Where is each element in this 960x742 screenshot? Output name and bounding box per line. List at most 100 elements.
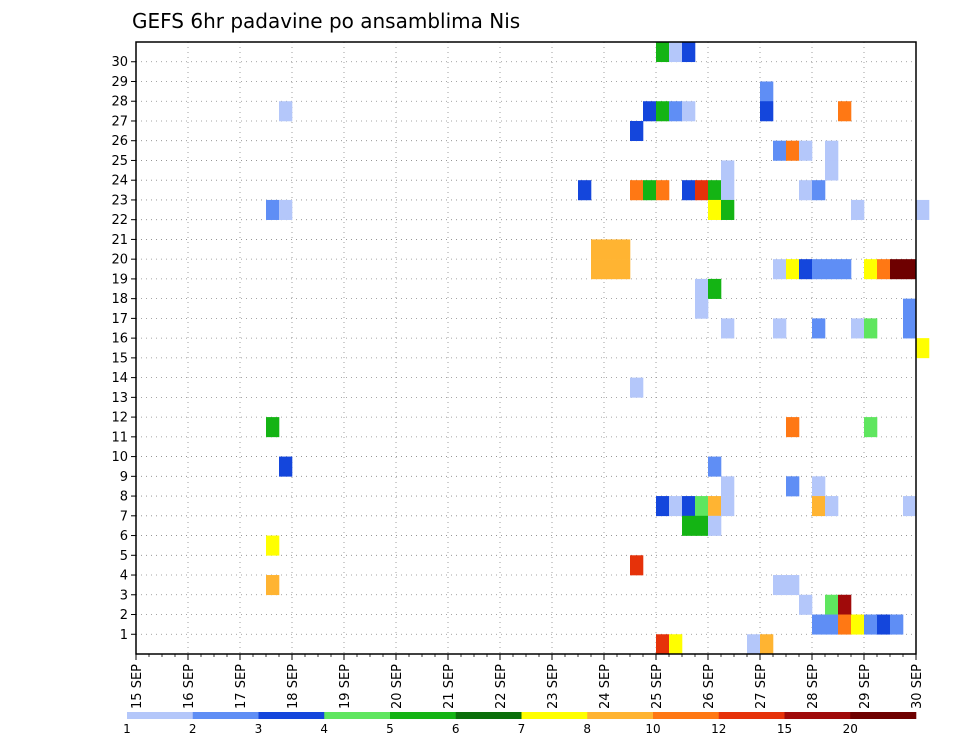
heatmap-cell: [864, 417, 878, 438]
heatmap-cell: [656, 42, 670, 63]
y-tick-label: 3: [120, 588, 128, 603]
plot-frame: [135, 41, 917, 655]
legend-label: 5: [386, 722, 394, 736]
heatmap-cell: [864, 259, 878, 280]
heatmap-cell: [708, 199, 722, 220]
heatmap-cell: [279, 199, 293, 220]
y-tick-label: 29: [111, 75, 128, 90]
y-tick-label: 15: [111, 351, 128, 366]
y-tick-label: 9: [120, 470, 128, 485]
legend-label: 6: [452, 722, 460, 736]
heatmap-cell: [838, 259, 852, 280]
heatmap-cell: [799, 140, 813, 161]
legend-label: 8: [583, 722, 591, 736]
heatmap-cell: [773, 140, 787, 161]
heatmap-cell: [266, 535, 280, 556]
grid-lines: [136, 42, 916, 654]
heatmap-cell: [786, 259, 800, 280]
legend-swatch: [455, 712, 522, 719]
heatmap-cell: [604, 239, 618, 260]
heatmap-cell: [721, 180, 735, 201]
heatmap-cell: [708, 180, 722, 201]
y-tick-label: 25: [111, 154, 128, 169]
heatmap-cell: [825, 140, 839, 161]
legend-swatch: [587, 712, 654, 719]
heatmap-cell: [708, 456, 722, 477]
x-tick-label: 30 SEP: [910, 664, 925, 709]
heatmap-cell: [747, 634, 761, 655]
y-tick-label: 6: [120, 529, 128, 544]
heatmap-cell: [669, 101, 683, 122]
y-tick-label: 28: [111, 95, 128, 110]
heatmap-cell: [695, 278, 709, 299]
heatmap-cell: [669, 634, 683, 655]
heatmap-cell: [721, 199, 735, 220]
x-axis: 15 SEP 16 SEP 17 SEP 18 SEP 19 SEP 20 SEP 21 S…: [130, 654, 925, 709]
x-tick-label: 27 SEP: [754, 664, 769, 709]
y-tick-label: 14: [111, 371, 128, 386]
heatmap-cell: [643, 101, 657, 122]
heatmap-cell: [695, 298, 709, 319]
heatmap-cell: [617, 239, 631, 260]
heatmap-cell: [695, 515, 709, 536]
y-tick-label: 11: [111, 430, 128, 445]
heatmap-cell: [630, 555, 644, 576]
y-tick-label: 13: [111, 391, 128, 406]
y-tick-label: 16: [111, 332, 128, 347]
heatmap-cell: [864, 614, 878, 635]
y-tick-label: 12: [111, 411, 128, 426]
y-tick-label: 1: [120, 628, 128, 643]
heatmap-cell: [773, 575, 787, 596]
x-tick-label: 28 SEP: [806, 664, 821, 709]
heatmap-cell: [916, 199, 930, 220]
x-tick-label: 20 SEP: [390, 664, 405, 709]
heatmap-cell: [266, 575, 280, 596]
heatmap-cell: [851, 614, 865, 635]
heatmap-cell: [617, 259, 631, 280]
x-tick-label: 17 SEP: [234, 664, 249, 709]
color-legend: 1 2 3 4 5 6 7 8 10 12 15 20: [123, 712, 917, 736]
y-tick-label: 19: [111, 272, 128, 287]
heatmap-cell: [591, 259, 605, 280]
heatmap-cell: [591, 239, 605, 260]
heatmap-cell: [760, 101, 774, 122]
heatmap-cell: [630, 377, 644, 398]
y-tick-label: 26: [111, 134, 128, 149]
heatmap-cell: [643, 180, 657, 201]
heatmap-cell: [825, 614, 839, 635]
heatmap-cell: [760, 634, 774, 655]
legend-label: 4: [320, 722, 328, 736]
heatmap-cell: [851, 318, 865, 339]
y-tick-label: 7: [120, 509, 128, 524]
heatmap-cell: [604, 259, 618, 280]
heatmap-cell: [773, 259, 787, 280]
y-tick-label: 30: [111, 55, 128, 70]
heatmap-cell: [656, 496, 670, 517]
heatmap-cell: [656, 180, 670, 201]
heatmap-cell: [721, 476, 735, 497]
legend-swatch: [127, 712, 194, 719]
heatmap-cell: [812, 614, 826, 635]
legend-swatch: [850, 712, 917, 719]
legend-label: 2: [189, 722, 197, 736]
y-tick-label: 27: [111, 114, 128, 129]
heatmap-cell: [786, 417, 800, 438]
heatmap-cell: [760, 81, 774, 102]
heatmap-cell: [695, 180, 709, 201]
heatmap-cell: [851, 199, 865, 220]
heatmap-cell: [669, 42, 683, 63]
y-axis: 1234567891011121314151617181920212223242…: [111, 55, 136, 643]
y-tick-label: 18: [111, 292, 128, 307]
heatmap-cell: [903, 496, 917, 517]
heatmap-cell: [799, 594, 813, 615]
heatmap-cell: [877, 614, 891, 635]
y-tick-label: 24: [111, 174, 128, 189]
heatmap-cell: [682, 496, 696, 517]
heatmap-cell: [799, 259, 813, 280]
heatmap-cell: [786, 476, 800, 497]
heatmap-cell: [656, 101, 670, 122]
heatmap-cell: [682, 515, 696, 536]
heatmap-cell: [721, 496, 735, 517]
y-tick-label: 23: [111, 193, 128, 208]
